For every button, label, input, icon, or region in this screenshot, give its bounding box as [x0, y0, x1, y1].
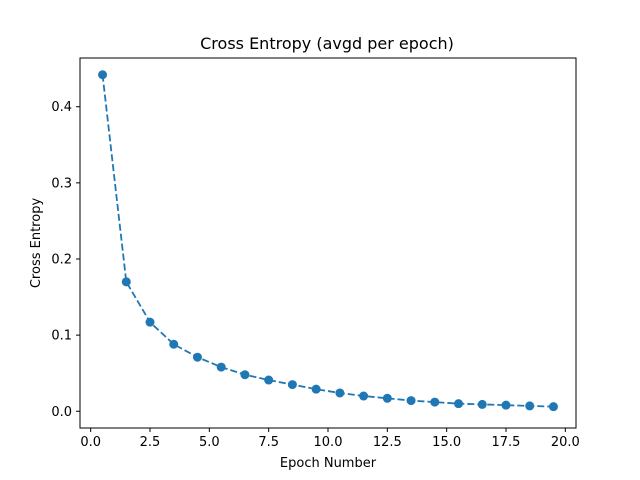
data-point [98, 70, 108, 80]
data-point [335, 388, 345, 398]
x-tick-label: 5.0 [199, 435, 220, 450]
x-tick-label: 10.0 [314, 435, 343, 450]
data-point [548, 402, 558, 412]
y-tick-label: 0.4 [51, 100, 72, 115]
chart-title: Cross Entropy (avgd per epoch) [200, 34, 454, 53]
data-point [454, 399, 464, 409]
plot-frame [79, 57, 577, 429]
x-tick-label: 7.5 [258, 435, 279, 450]
x-tick-label: 0.0 [80, 435, 101, 450]
data-point [145, 317, 155, 327]
data-point [430, 397, 440, 407]
x-axis-label: Epoch Number [280, 456, 377, 471]
data-point [192, 352, 202, 362]
y-tick-label: 0.2 [51, 252, 72, 267]
series-points [98, 70, 558, 412]
x-tick-label: 15.0 [432, 435, 461, 450]
data-point [477, 399, 487, 409]
y-tick-label: 0.3 [51, 176, 72, 191]
data-point [359, 391, 369, 401]
data-point [240, 370, 250, 380]
data-point [121, 277, 131, 287]
data-point [311, 384, 321, 394]
y-axis-ticks: 0.0 0.1 0.2 0.3 0.4 [51, 100, 80, 420]
data-point [501, 400, 511, 410]
y-tick-label: 0.1 [51, 329, 72, 344]
data-point [169, 339, 179, 349]
y-axis-label: Cross Entropy [29, 198, 44, 289]
data-point [287, 380, 297, 390]
y-tick-label: 0.0 [51, 405, 72, 420]
data-point [525, 401, 535, 411]
x-tick-label: 20.0 [551, 435, 580, 450]
data-point [406, 396, 416, 406]
x-tick-label: 12.5 [373, 435, 402, 450]
x-tick-label: 2.5 [140, 435, 161, 450]
data-point [264, 375, 274, 385]
data-point [216, 362, 226, 372]
x-axis-ticks: 0.0 2.5 5.0 7.5 10.0 12.5 15.0 17.5 20.0 [80, 428, 580, 450]
data-point [382, 393, 392, 403]
x-tick-label: 17.5 [492, 435, 521, 450]
